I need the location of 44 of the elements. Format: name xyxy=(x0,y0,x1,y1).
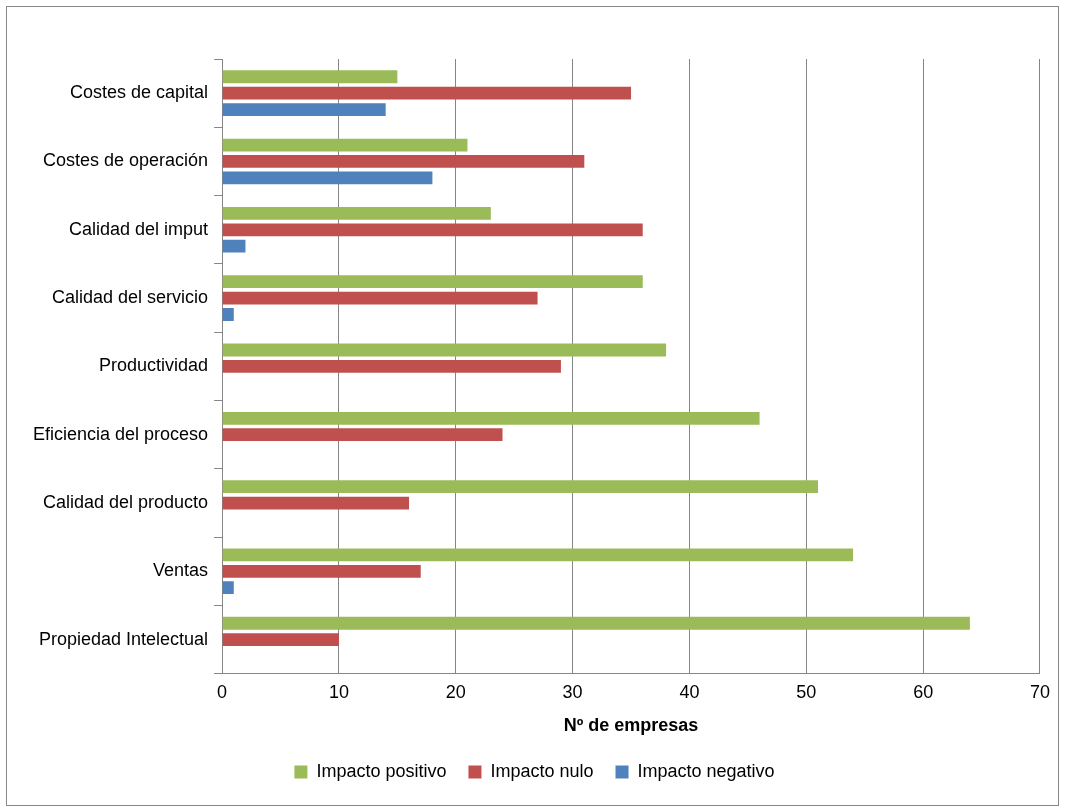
y-tick-label: Calidad del producto xyxy=(42,491,209,512)
bar xyxy=(222,411,760,425)
bar xyxy=(222,496,410,510)
x-axis-title: Nº de empresas xyxy=(563,715,699,736)
y-tick-label: Eficiencia del proceso xyxy=(32,423,209,444)
legend-label: Impacto nulo xyxy=(490,760,594,781)
bar xyxy=(222,138,468,152)
bar xyxy=(222,480,818,494)
x-tick-label: 30 xyxy=(562,681,583,702)
y-tick-label: Costes de operación xyxy=(42,150,209,171)
bar xyxy=(222,616,970,630)
legend-label: Impacto negativo xyxy=(637,760,775,781)
bar xyxy=(222,239,246,253)
bar xyxy=(222,86,632,100)
y-tick-label: Calidad del imput xyxy=(69,218,209,239)
bar xyxy=(222,291,538,305)
y-tick-label: Propiedad Intelectual xyxy=(38,628,209,649)
bar xyxy=(222,155,585,168)
x-tick-label: 0 xyxy=(217,681,228,702)
bar xyxy=(222,275,643,289)
bar xyxy=(222,171,433,185)
x-tick-label: 40 xyxy=(679,681,700,702)
bar xyxy=(222,206,491,220)
x-tick-label: 10 xyxy=(328,681,349,702)
x-tick-label: 70 xyxy=(1029,681,1050,702)
x-tick-label: 60 xyxy=(913,681,934,702)
bar xyxy=(222,308,234,321)
bar xyxy=(222,360,561,373)
bar xyxy=(222,633,339,647)
bar xyxy=(222,223,643,237)
bar xyxy=(222,581,234,595)
legend-label: Impacto positivo xyxy=(316,760,447,781)
bar xyxy=(222,548,854,562)
x-tick-label: 50 xyxy=(796,681,817,702)
x-tick-label: 20 xyxy=(445,681,466,702)
bar xyxy=(222,103,386,116)
y-tick-label: Calidad del servicio xyxy=(52,287,209,308)
bar xyxy=(222,564,421,578)
y-tick-label: Costes de capital xyxy=(70,82,209,103)
y-tick-label: Productividad xyxy=(99,355,209,376)
bar xyxy=(222,343,667,357)
bar xyxy=(222,428,503,442)
y-tick-label: Ventas xyxy=(153,560,209,581)
bar xyxy=(222,70,398,84)
